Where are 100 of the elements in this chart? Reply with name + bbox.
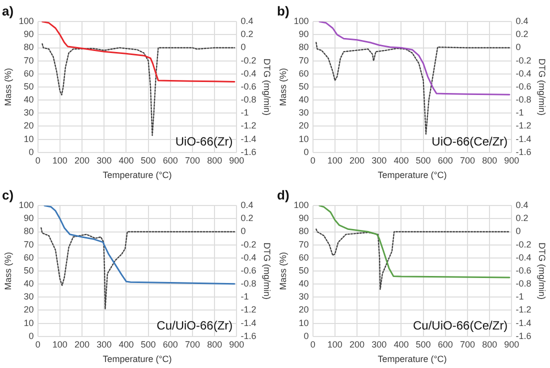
y-tick-label: 20 [24, 304, 34, 315]
y-tick-label: 40 [24, 94, 34, 105]
y2-tick-label: 0 [516, 226, 521, 236]
y-tick-label: 40 [298, 278, 309, 289]
y2-tick-label: -1 [240, 108, 249, 118]
y2-tick-label: -0.4 [516, 252, 532, 262]
y2-axis-title: DTG (mg/min) [262, 242, 272, 300]
x-tick-label: 700 [460, 155, 476, 166]
y2-tick-label: -1.2 [516, 120, 532, 131]
x-axis-title: Temperature (°C) [102, 170, 172, 180]
y2-tick-label: -1.4 [240, 134, 256, 144]
y2-tick-label: 0 [516, 42, 521, 52]
x-tick-label: 100 [327, 339, 342, 350]
x-tick-label: 0 [310, 155, 316, 166]
x-tick-label: 900 [504, 339, 520, 350]
y2-tick-label: -0.8 [240, 94, 256, 105]
y-tick-label: 60 [24, 68, 34, 78]
line-series [316, 42, 510, 135]
line-series [42, 43, 236, 136]
x-tick-label: 900 [504, 155, 520, 166]
y2-tick-label: -0.6 [516, 265, 532, 276]
y-tick-label: 50 [298, 81, 309, 92]
line-series [40, 227, 236, 310]
x-tick-label: 700 [460, 339, 476, 350]
y2-tick-label: 0.4 [240, 200, 254, 210]
y2-tick-label: -0.6 [516, 81, 532, 92]
x-tick-label: 800 [207, 339, 222, 350]
y-tick-label: 80 [24, 226, 34, 236]
y2-tick-label: -0.8 [516, 94, 532, 105]
y-tick-label: 90 [298, 29, 309, 40]
y-tick-label: 10 [24, 134, 34, 144]
chart-title: a) [2, 3, 14, 18]
y2-tick-label: -1.6 [516, 330, 532, 341]
x-tick-label: 400 [394, 155, 409, 166]
x-tick-label: 500 [140, 155, 156, 166]
y-tick-label: 0 [304, 330, 309, 341]
annotation: Cu/UiO-66(Zr) [156, 318, 233, 333]
y2-tick-label: -1 [516, 292, 524, 302]
y2-tick-label: 0.2 [240, 29, 254, 40]
x-tick-label: 400 [394, 339, 409, 350]
y-tick-label: 90 [24, 213, 34, 224]
x-tick-label: 100 [52, 155, 68, 166]
y-tick-label: 50 [24, 265, 34, 276]
y-tick-label: 30 [24, 292, 34, 302]
y2-tick-label: -1.6 [516, 146, 532, 157]
annotation: UiO-66(Zr) [175, 134, 233, 149]
x-tick-label: 600 [438, 155, 453, 166]
x-tick-label: 100 [52, 339, 68, 350]
y2-tick-label: -0.2 [516, 55, 532, 66]
x-tick-label: 200 [349, 339, 365, 350]
y-tick-label: 40 [24, 278, 34, 289]
x-tick-label: 600 [438, 339, 453, 350]
x-tick-label: 200 [349, 155, 365, 166]
chart-title: c) [2, 187, 14, 202]
y-tick-label: 30 [298, 108, 309, 118]
x-tick-label: 600 [162, 155, 178, 166]
y-tick-label: 60 [298, 68, 309, 78]
y2-axis-title: DTG (mg/min) [537, 58, 548, 116]
y2-tick-label: -1.2 [240, 120, 256, 131]
x-tick-label: 300 [372, 339, 387, 350]
y-tick-label: 100 [294, 16, 309, 26]
x-tick-label: 0 [35, 339, 40, 350]
y2-tick-label: 0.4 [240, 16, 254, 26]
y-tick-label: 0 [28, 330, 34, 341]
y-tick-label: 0 [28, 146, 34, 157]
y-tick-label: 100 [294, 200, 309, 210]
y-tick-label: 10 [24, 318, 34, 328]
y-tick-label: 30 [298, 292, 309, 302]
y-tick-label: 50 [24, 81, 34, 92]
y2-tick-label: 0.4 [516, 200, 528, 210]
y-tick-label: 80 [298, 226, 309, 236]
y2-tick-label: -0.2 [240, 55, 256, 66]
x-axis-title: Temperature (°C) [378, 354, 447, 364]
y-tick-label: 90 [24, 29, 34, 40]
x-tick-label: 300 [372, 155, 387, 166]
y-tick-label: 100 [18, 16, 34, 26]
y-tick-label: 10 [298, 318, 309, 328]
y2-tick-label: 0.2 [240, 213, 254, 224]
y-tick-label: 50 [298, 265, 309, 276]
y-tick-label: 60 [24, 252, 34, 262]
y-tick-label: 30 [24, 108, 34, 118]
y2-tick-label: -0.2 [516, 239, 532, 250]
annotation: UiO-66(Ce/Zr) [432, 134, 508, 149]
y2-tick-label: -1.6 [240, 146, 256, 157]
y2-tick-label: -1.4 [240, 318, 256, 328]
y2-tick-label: -0.6 [240, 81, 256, 92]
x-axis-title: Temperature (°C) [102, 354, 172, 364]
x-tick-label: 100 [327, 155, 342, 166]
y-axis-title: Mass (%) [278, 252, 288, 290]
x-tick-label: 300 [96, 339, 112, 350]
y2-tick-label: -1.2 [516, 304, 532, 315]
x-tick-label: 200 [74, 155, 90, 166]
x-tick-label: 400 [118, 339, 134, 350]
x-tick-label: 0 [35, 155, 40, 166]
y2-tick-label: -1.4 [516, 318, 532, 328]
x-tick-label: 200 [74, 339, 90, 350]
x-tick-label: 700 [184, 155, 200, 166]
y-tick-label: 20 [298, 120, 309, 131]
x-tick-label: 900 [229, 339, 244, 350]
y2-tick-label: -0.4 [240, 252, 256, 262]
